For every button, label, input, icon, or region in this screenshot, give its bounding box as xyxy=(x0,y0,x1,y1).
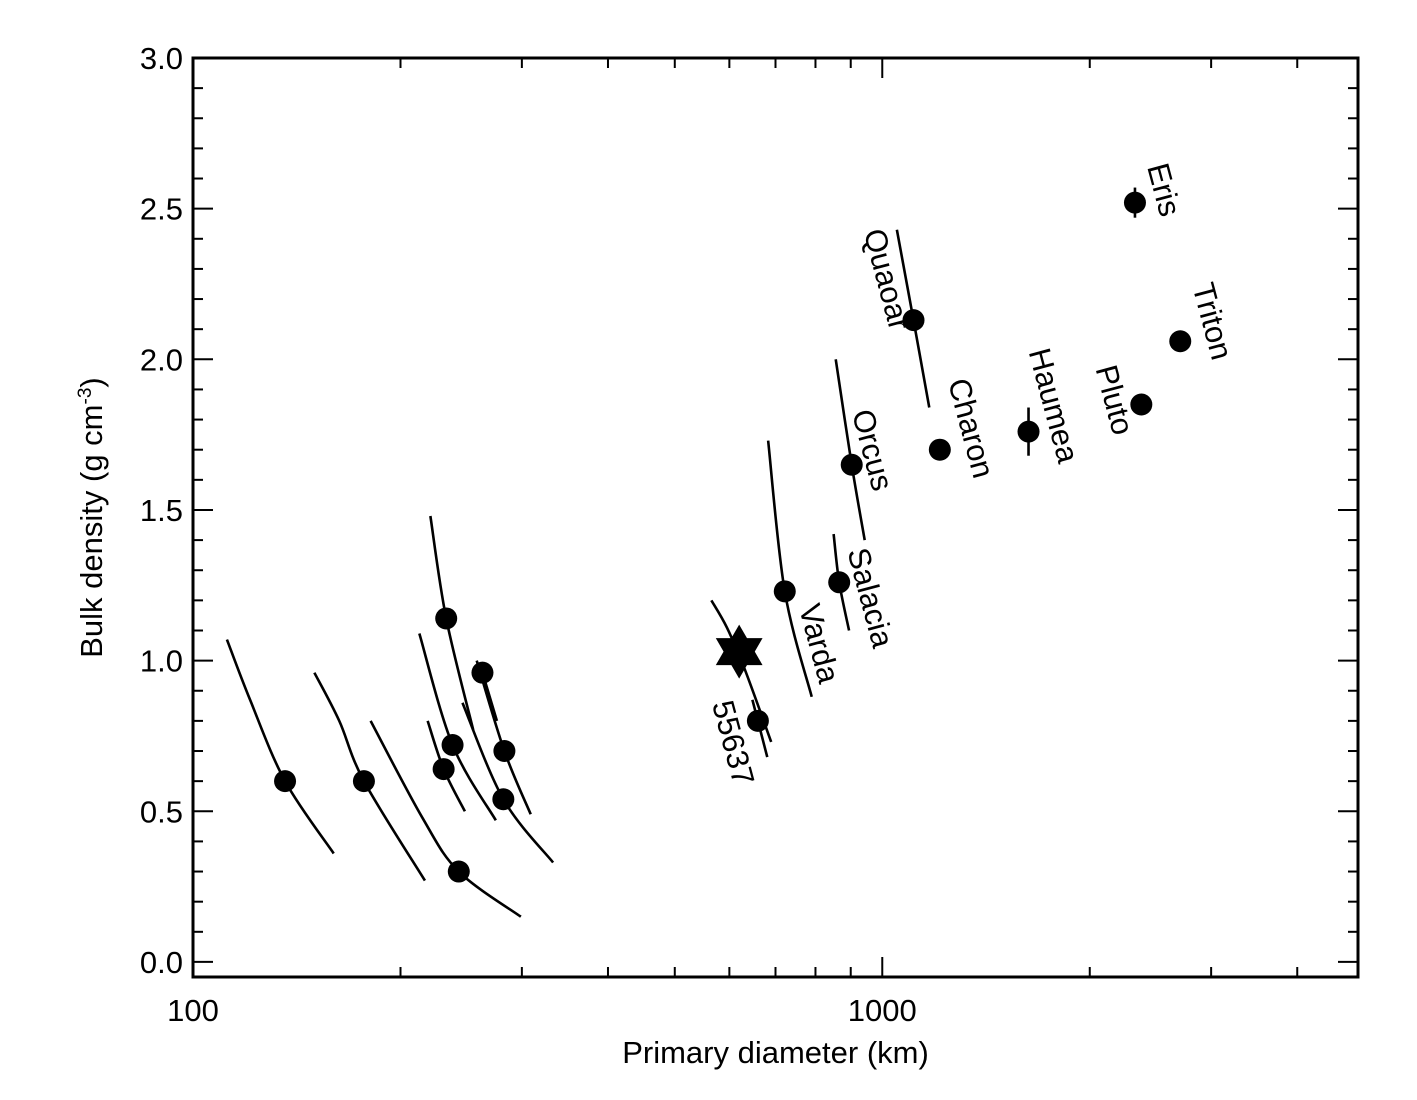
data-point xyxy=(492,788,515,811)
star-marker xyxy=(715,638,763,679)
data-point xyxy=(352,770,375,793)
label-salacia: Salacia xyxy=(840,544,900,652)
uncertainty-curve xyxy=(313,672,427,882)
x-axis-title: Primary diameter (km) xyxy=(622,1035,929,1070)
x-tick-label: 100 xyxy=(167,993,219,1028)
data-point-eris xyxy=(1123,191,1146,214)
uncertainty-curve xyxy=(225,639,335,855)
y-tick-label: 3.0 xyxy=(140,41,183,76)
label-55637: 55637 xyxy=(705,697,761,789)
y-tick-label: 0.0 xyxy=(140,945,183,980)
label-charon: Charon xyxy=(941,374,1001,481)
label-haumea: Haumea xyxy=(1022,344,1086,467)
data-point xyxy=(493,740,516,763)
y-tick-label: 1.5 xyxy=(140,493,183,528)
data-point xyxy=(274,770,297,793)
data-points xyxy=(274,191,1192,883)
y-axis-title: Bulk density (g cm-3) xyxy=(74,377,109,658)
data-point-triton xyxy=(1169,330,1192,353)
y-tick-label: 2.0 xyxy=(140,342,183,377)
data-point-salacia xyxy=(828,571,851,594)
label-pluto: Pluto xyxy=(1089,361,1141,438)
data-point xyxy=(471,661,494,684)
y-tick-label: 1.0 xyxy=(140,644,183,679)
axis-ticks: 100 1000 0.0 0.5 1.0 1.5 2.0 2.5 3.0 xyxy=(140,41,1358,1028)
y-axis-title-unit-exponent: -3 xyxy=(75,388,96,405)
data-point-haumea xyxy=(1017,420,1040,443)
label-triton: Triton xyxy=(1185,279,1239,363)
y-axis-title-close: ) xyxy=(74,377,109,387)
uncertainty-curve xyxy=(461,702,555,864)
data-point-charon xyxy=(928,438,951,461)
uncertainty-curve xyxy=(766,440,813,698)
x-tick-label: 1000 xyxy=(848,993,917,1028)
data-point-pluto xyxy=(1130,393,1153,416)
y-axis-title-main: Bulk density (g cm xyxy=(74,404,109,657)
uncertainty-curve xyxy=(369,720,522,918)
y-tick-label: 0.5 xyxy=(140,794,183,829)
data-point xyxy=(441,733,464,756)
data-point-orcus xyxy=(840,453,863,476)
label-eris: Eris xyxy=(1140,159,1188,220)
data-point-varda xyxy=(773,580,796,603)
data-point-quaoar xyxy=(902,309,925,332)
data-point xyxy=(447,860,470,883)
y-tick-label: 2.5 xyxy=(140,192,183,227)
data-point xyxy=(435,607,458,630)
data-point-55637 xyxy=(746,709,769,732)
data-point xyxy=(432,758,455,781)
uncertainty-curves xyxy=(225,187,1137,918)
label-varda: Varda xyxy=(792,600,847,687)
label-quaoar: Quaoar xyxy=(857,225,918,334)
